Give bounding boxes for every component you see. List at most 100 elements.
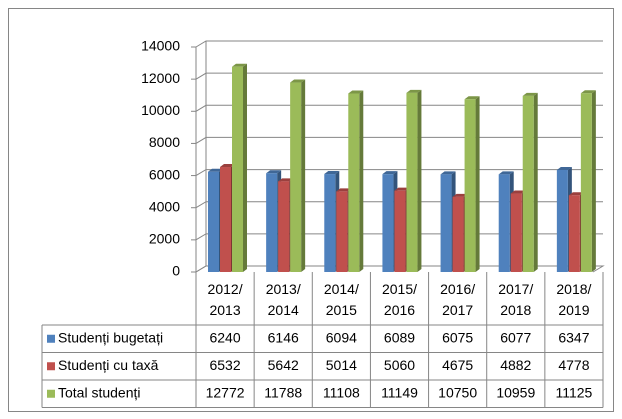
table-value: 6240 [209,329,240,345]
bar-top [510,190,526,194]
table-value: 6094 [326,329,357,345]
x-tick-label: 2018/2019 [556,281,591,318]
bar-front [266,173,278,272]
bar-front [464,99,476,272]
bar [290,79,306,272]
table-value: 6532 [209,357,240,373]
bar-top [266,170,282,174]
bar-top [382,171,398,175]
table-value: 11149 [381,384,418,400]
bar-front [290,82,302,272]
x-tick-label: 2013/2014 [266,281,301,318]
bar-top [348,90,364,94]
table-value: 6347 [558,329,589,345]
y-tick-label: 4000 [149,198,180,214]
table-value: 4882 [500,357,531,373]
x-tick-label: 2015/2016 [382,281,417,318]
bar-top [440,171,456,175]
legend-swatch [47,362,55,371]
grid-line [195,72,603,80]
bar-front [336,191,348,272]
table-value: 4675 [442,357,473,373]
bar-front [278,181,290,272]
bar-top [290,79,306,83]
bar-side [475,96,480,272]
bar [348,90,364,272]
table-value: 5060 [384,357,415,373]
table-value: 11125 [555,384,592,400]
bar-top [452,193,468,197]
legend-label: Studenți bugetați [58,329,163,345]
bar-top [208,168,223,172]
legend-swatch [47,389,55,398]
x-tick-label: 2016/2017 [440,281,475,318]
bar-top [522,92,538,96]
table-value: 5642 [268,357,299,373]
bar-top [220,164,235,168]
legend-label: Total studenți [58,384,141,400]
bar-front [406,92,418,272]
table-value: 5014 [326,357,357,373]
bar-side [591,90,596,273]
bar [580,90,596,273]
legend-swatch [47,334,55,343]
bar-front [522,95,534,272]
bar-top [278,178,294,182]
bar-front [580,93,592,273]
y-tick-label: 0 [172,263,180,279]
x-tick-label: 2012/2013 [208,281,243,318]
bar-top [498,171,514,175]
bar [406,89,422,272]
legend-label: Studenți cu taxă [58,357,159,373]
bar-front [510,193,522,272]
bar-side [533,92,538,272]
bar [464,96,480,272]
table-value: 6089 [384,329,415,345]
bar-side [359,90,364,272]
bar-front [498,174,510,272]
bar-front [324,174,336,272]
table-value: 10750 [438,384,477,400]
bar-front [220,167,231,272]
bar-top [232,63,247,67]
y-tick-label: 6000 [149,166,180,182]
bar-top [406,89,422,93]
bar-top [568,192,584,196]
x-tick-label: 2014/2015 [324,281,359,318]
bar-top [336,188,352,192]
bar-side [243,63,247,272]
bar-front [568,195,580,272]
y-tick-label: 14000 [141,38,180,54]
bar-top [556,166,572,170]
bar-front [394,190,406,272]
bar-side [417,89,422,272]
table-value: 6146 [268,329,299,345]
table-value: 6077 [500,329,531,345]
table-value: 12772 [206,384,245,400]
bar-top [394,187,410,191]
y-tick-label: 12000 [141,70,180,86]
bar-front [348,93,360,272]
bar [522,92,538,272]
table-value: 11108 [323,384,360,400]
x-tick-label: 2017/2018 [498,281,533,318]
bar-front [382,174,394,272]
bar-front [208,171,219,272]
table-value: 11788 [264,384,302,400]
table-value: 4778 [558,357,589,373]
y-tick-label: 2000 [149,231,180,247]
grid-line [195,40,603,48]
bar-top [324,171,340,175]
bar-front [232,66,243,272]
bar-front [452,196,464,272]
bar [232,63,247,272]
y-tick-label: 8000 [149,134,180,150]
y-tick-label: 10000 [141,102,180,118]
bar-side [301,79,306,272]
bar-front [556,169,568,272]
table-value: 10959 [496,384,535,400]
bar-front [440,174,452,272]
table-value: 6075 [442,329,473,345]
bar-top [580,90,596,94]
